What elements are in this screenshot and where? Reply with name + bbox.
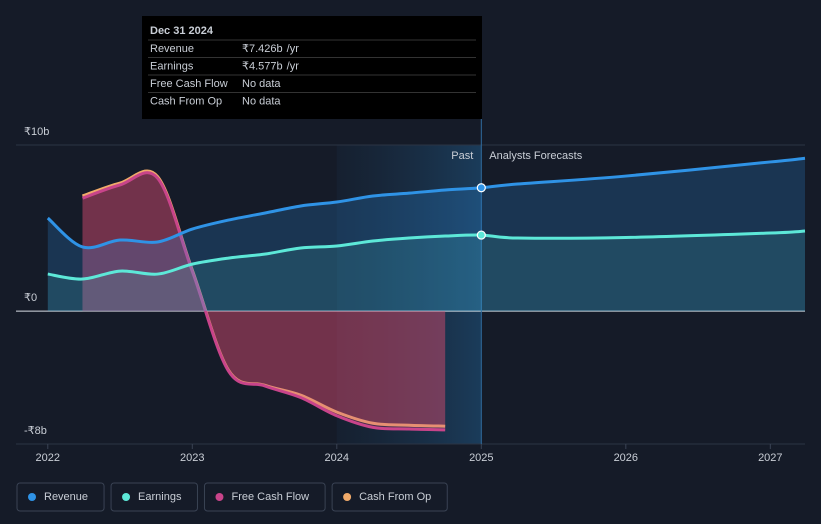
- tooltip-unit: /yr: [287, 43, 300, 55]
- legend-label: Cash From Op: [359, 491, 431, 503]
- legend-label: Earnings: [138, 491, 182, 503]
- legend-item[interactable]: Revenue: [16, 482, 105, 512]
- area: [47, 231, 806, 312]
- past-region: [336, 145, 482, 444]
- legend-item[interactable]: Free Cash Flow: [203, 482, 326, 512]
- legend-box[interactable]: [16, 482, 105, 512]
- forecast-label: Analysts Forecasts: [489, 150, 582, 162]
- area: [82, 170, 446, 427]
- y-tick-label: -₹8b: [24, 425, 47, 437]
- point: [476, 183, 486, 193]
- legend-box[interactable]: [203, 482, 326, 512]
- legend-item[interactable]: Cash From Op: [331, 482, 448, 512]
- y-tick-label: ₹0: [24, 292, 37, 304]
- tooltip-value: ₹4.577b: [242, 60, 283, 72]
- line: [47, 229, 806, 281]
- line: [46, 156, 806, 250]
- legend-item[interactable]: Earnings: [110, 482, 198, 512]
- tooltip-unit: /yr: [287, 60, 300, 72]
- legend-label: Revenue: [44, 491, 88, 503]
- tooltip-label: Revenue: [150, 43, 194, 55]
- area: [47, 158, 806, 312]
- legend-label: Free Cash Flow: [231, 491, 309, 503]
- x-tick-label: 2022: [36, 452, 60, 464]
- x-tick-label: 2023: [180, 452, 204, 464]
- tooltip: [142, 16, 482, 119]
- tooltip-label: Free Cash Flow: [150, 78, 228, 90]
- tooltip-label: Earnings: [150, 60, 194, 72]
- legend-swatch: [122, 493, 131, 501]
- tooltip-label: Cash From Op: [150, 95, 222, 107]
- y-tick-label: ₹10b: [24, 126, 49, 138]
- past-label: Past: [451, 150, 473, 162]
- tooltip-value: No data: [242, 78, 281, 90]
- tooltip-value: No data: [242, 95, 281, 107]
- point: [476, 230, 486, 240]
- legend-swatch: [28, 493, 36, 501]
- tooltip-value: ₹7.426b: [242, 43, 283, 55]
- x-tick-label: 2024: [325, 452, 349, 464]
- x-tick-label: 2027: [758, 452, 782, 464]
- x-tick-label: 2026: [614, 452, 638, 464]
- legend-swatch: [343, 493, 352, 501]
- legend-box[interactable]: [331, 482, 448, 512]
- line: [81, 171, 446, 432]
- legend-box[interactable]: [110, 482, 198, 512]
- x-tick-label: 2025: [469, 452, 493, 464]
- legend-swatch: [215, 493, 224, 501]
- tooltip-date: Dec 31 2024: [150, 25, 214, 37]
